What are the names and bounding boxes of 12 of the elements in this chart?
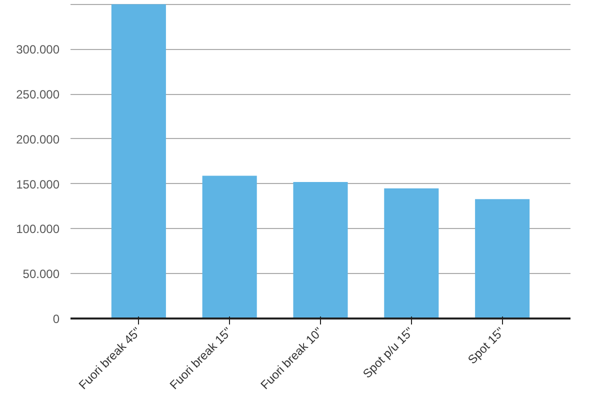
bar <box>111 4 166 318</box>
y-tick-label: 150.000 <box>16 177 60 192</box>
bar <box>475 199 530 318</box>
bar <box>384 188 439 318</box>
y-tick-label: 250.000 <box>16 88 60 102</box>
y-tick-label: 50.000 <box>22 267 60 282</box>
bar <box>202 176 257 318</box>
y-tick-label: 200.000 <box>16 132 60 146</box>
y-tick-label: 100.000 <box>16 222 60 236</box>
y-tick-label: 0 <box>52 312 60 326</box>
bar <box>293 182 348 318</box>
y-tick-label: 300.000 <box>16 42 60 57</box>
